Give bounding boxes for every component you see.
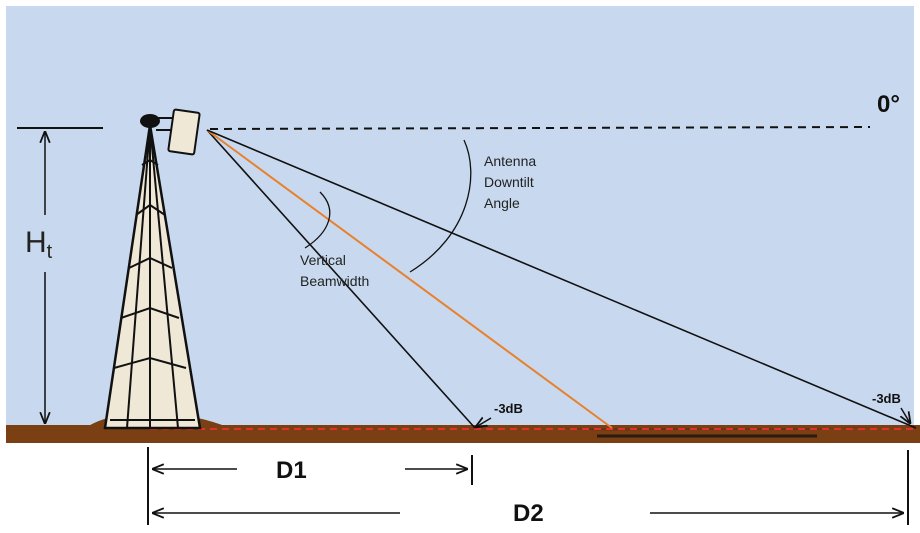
- tower: [103, 124, 202, 430]
- minus-3db-near-label: -3dB: [494, 401, 523, 416]
- boresight-line: [206, 129, 613, 429]
- tower-top-cap: [140, 114, 160, 128]
- height-dimension: [17, 127, 103, 423]
- zero-degree-label: 0°: [877, 91, 900, 118]
- lower-3db-beam-edge: [206, 129, 476, 429]
- upper-3db-beam-edge: [206, 129, 917, 429]
- antenna-downtilt-angle-label: Antenna Downtilt Angle: [484, 153, 540, 211]
- minus-3db-far-label: -3dB: [872, 391, 901, 406]
- d2-label: D2: [513, 500, 544, 527]
- minus-3db-far-arrow: [901, 407, 910, 423]
- antenna-panel-icon: [167, 108, 201, 156]
- d1-label: D1: [276, 457, 307, 484]
- tower-height-label: Ht: [25, 226, 53, 263]
- minus-3db-near-arrow: [476, 418, 492, 427]
- vertical-beamwidth-label: Vertical Beamwidth: [300, 252, 369, 289]
- downtilt-angle-arc: [409, 139, 472, 273]
- zero-degree-reference-line: [209, 126, 871, 130]
- vertical-beamwidth-arc: [304, 191, 331, 249]
